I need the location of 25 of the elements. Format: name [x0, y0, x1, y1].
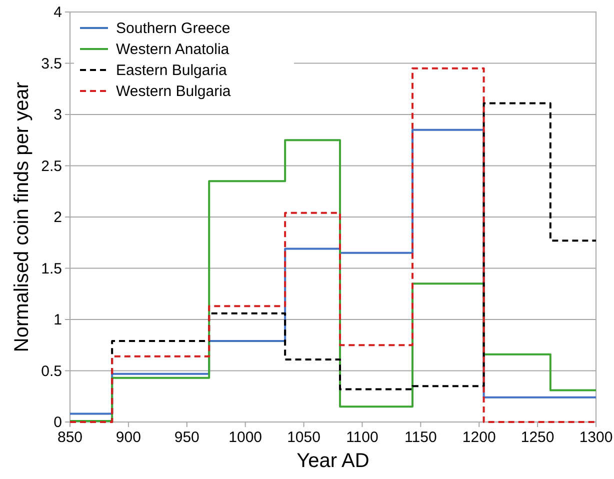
x-tick-label: 950: [174, 429, 200, 446]
legend-label: Western Bulgaria: [116, 83, 232, 100]
legend-label: Southern Greece: [116, 20, 230, 37]
y-tick-label: 0: [54, 414, 62, 431]
x-tick-label: 1150: [404, 429, 437, 446]
y-axis-title: Normalised coin finds per year: [11, 82, 33, 352]
y-tick-label: 4: [54, 4, 62, 21]
y-tick-label: 3: [54, 106, 62, 124]
y-tick-label: 3.5: [41, 55, 62, 72]
x-tick-label: 1200: [462, 429, 496, 446]
legend-label: Eastern Bulgaria: [116, 62, 228, 79]
x-tick-label: 1050: [287, 429, 320, 446]
y-tick-label: 1: [54, 312, 62, 328]
y-tick-label: 0.5: [41, 362, 62, 380]
x-axis-title: Year AD: [296, 450, 370, 472]
y-tick-label: 2: [54, 209, 62, 226]
x-tick-label: 1000: [228, 429, 262, 446]
legend-label: Western Anatolia: [116, 41, 230, 58]
x-tick-label: 900: [116, 429, 141, 446]
y-tick-label: 2.5: [41, 158, 62, 175]
x-tick-label: 850: [57, 429, 83, 446]
x-tick-label: 1300: [579, 429, 613, 446]
x-tick-label: 1100: [346, 429, 378, 446]
x-tick-label: 1250: [520, 429, 554, 446]
y-tick-label: 1.5: [41, 260, 62, 278]
